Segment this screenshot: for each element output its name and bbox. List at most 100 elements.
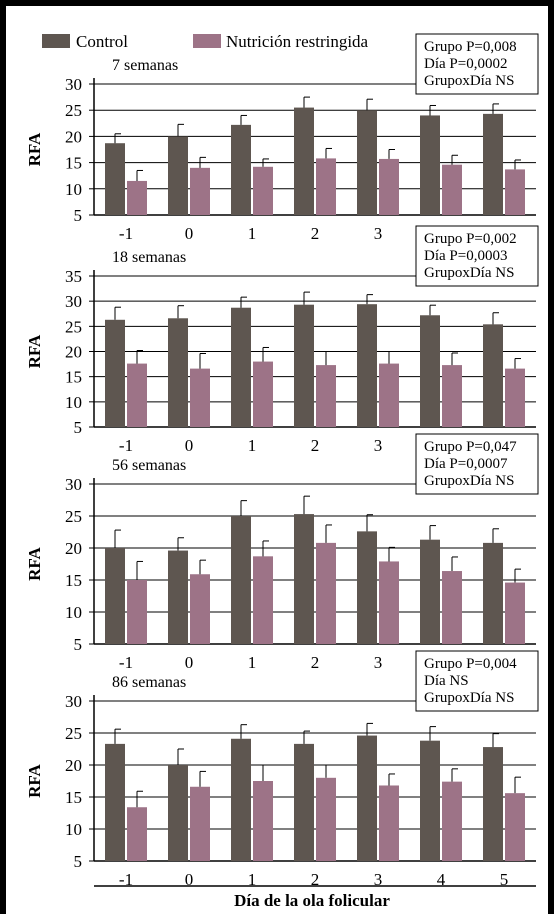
bar-restricted bbox=[379, 561, 399, 644]
y-tick-label: 30 bbox=[65, 475, 82, 494]
y-tick-label: 25 bbox=[65, 507, 82, 526]
stats-line: Grupo P=0,002 bbox=[424, 231, 517, 247]
bar-control bbox=[231, 516, 251, 644]
panel-title: 56 semanas bbox=[112, 457, 186, 474]
x-tick-label: -1 bbox=[119, 436, 133, 455]
bar-restricted bbox=[379, 159, 399, 215]
bar-control bbox=[105, 143, 125, 215]
y-tick-label: 30 bbox=[65, 692, 82, 711]
bar-control bbox=[420, 115, 440, 215]
bar-restricted bbox=[253, 781, 273, 861]
bar-restricted bbox=[316, 543, 336, 644]
stats-line: Día P=0,0002 bbox=[424, 56, 507, 72]
bar-control bbox=[483, 543, 503, 644]
x-tick-label: 2 bbox=[311, 224, 320, 243]
y-tick-label: 5 bbox=[74, 418, 83, 437]
bar-restricted bbox=[190, 574, 210, 644]
legend-restricted-swatch bbox=[193, 34, 221, 48]
panel-title: 18 semanas bbox=[112, 249, 186, 266]
bar-restricted bbox=[505, 369, 525, 427]
bar-control bbox=[357, 110, 377, 215]
y-axis-label: RFA bbox=[25, 334, 44, 368]
x-tick-label: 1 bbox=[248, 653, 257, 672]
bar-restricted bbox=[190, 369, 210, 427]
stats-line: GrupoxDía NS bbox=[424, 690, 514, 706]
y-tick-label: 5 bbox=[74, 852, 83, 871]
bar-restricted bbox=[379, 785, 399, 861]
bar-restricted bbox=[190, 787, 210, 861]
bar-restricted bbox=[190, 168, 210, 215]
bar-control bbox=[483, 114, 503, 215]
legend-control-swatch bbox=[42, 34, 70, 48]
bar-restricted bbox=[442, 165, 462, 215]
bar-control bbox=[357, 531, 377, 644]
bar-control bbox=[357, 304, 377, 427]
x-tick-label: 1 bbox=[248, 224, 257, 243]
x-axis-label: Día de la ola folicular bbox=[234, 891, 390, 910]
y-tick-label: 30 bbox=[65, 292, 82, 311]
bar-control bbox=[420, 315, 440, 427]
bar-restricted bbox=[127, 181, 147, 215]
x-tick-label: 3 bbox=[374, 653, 383, 672]
y-axis-label: RFA bbox=[25, 763, 44, 797]
y-tick-label: 20 bbox=[65, 539, 82, 558]
bar-restricted bbox=[442, 365, 462, 427]
bar-restricted bbox=[316, 158, 336, 215]
y-tick-label: 20 bbox=[65, 343, 82, 362]
bar-control bbox=[294, 744, 314, 861]
bar-restricted bbox=[442, 782, 462, 861]
x-tick-label: 2 bbox=[311, 653, 320, 672]
bar-control bbox=[294, 108, 314, 215]
y-tick-label: 15 bbox=[65, 154, 82, 173]
x-tick-label: -1 bbox=[119, 224, 133, 243]
bar-restricted bbox=[316, 778, 336, 861]
x-tick-label: 0 bbox=[185, 436, 194, 455]
y-tick-label: 25 bbox=[65, 101, 82, 120]
panel-title: 7 semanas bbox=[112, 57, 178, 74]
bar-restricted bbox=[127, 364, 147, 427]
bar-restricted bbox=[127, 580, 147, 644]
bar-control bbox=[231, 308, 251, 427]
bar-restricted bbox=[379, 364, 399, 427]
stats-line: Día P=0,0003 bbox=[424, 248, 507, 264]
stats-line: Grupo P=0,004 bbox=[424, 656, 517, 672]
bar-restricted bbox=[505, 793, 525, 861]
y-tick-label: 15 bbox=[65, 571, 82, 590]
y-tick-label: 5 bbox=[74, 635, 83, 654]
x-tick-label: 3 bbox=[374, 436, 383, 455]
bar-control bbox=[168, 551, 188, 644]
bar-control bbox=[105, 320, 125, 427]
bar-control bbox=[294, 514, 314, 644]
y-tick-label: 20 bbox=[65, 127, 82, 146]
figure-canvas: Control Nutrición restringida 5 10 15 20 25 3… bbox=[6, 6, 548, 914]
y-tick-label: 5 bbox=[74, 206, 83, 225]
bar-control bbox=[168, 136, 188, 215]
bar-control bbox=[105, 548, 125, 644]
y-tick-label: 25 bbox=[65, 317, 82, 336]
x-tick-label: 0 bbox=[185, 224, 194, 243]
bar-restricted bbox=[127, 807, 147, 861]
bar-control bbox=[168, 318, 188, 427]
y-tick-label: 20 bbox=[65, 756, 82, 775]
y-tick-label: 10 bbox=[65, 603, 82, 622]
stats-line: GrupoxDía NS bbox=[424, 73, 514, 89]
bar-restricted bbox=[253, 362, 273, 427]
x-tick-label: 0 bbox=[185, 653, 194, 672]
legend-restricted-label: Nutrición restringida bbox=[226, 32, 369, 51]
stats-line: Día P=0,0007 bbox=[424, 456, 508, 472]
stats-line: Día NS bbox=[424, 673, 469, 689]
stats-line: GrupoxDía NS bbox=[424, 473, 514, 489]
bar-restricted bbox=[316, 365, 336, 427]
chart-panels: 51015202530RFA7 semanas-1012345Grupo P=0… bbox=[25, 34, 538, 889]
bar-chart-figure: Control Nutrición restringida 5101520253… bbox=[6, 6, 548, 914]
y-tick-label: 10 bbox=[65, 820, 82, 839]
y-tick-label: 30 bbox=[65, 75, 82, 94]
legend-control-label: Control bbox=[76, 32, 128, 51]
bar-control bbox=[483, 747, 503, 861]
bar-restricted bbox=[253, 167, 273, 215]
bar-control bbox=[231, 125, 251, 215]
x-tick-label: 1 bbox=[248, 436, 257, 455]
